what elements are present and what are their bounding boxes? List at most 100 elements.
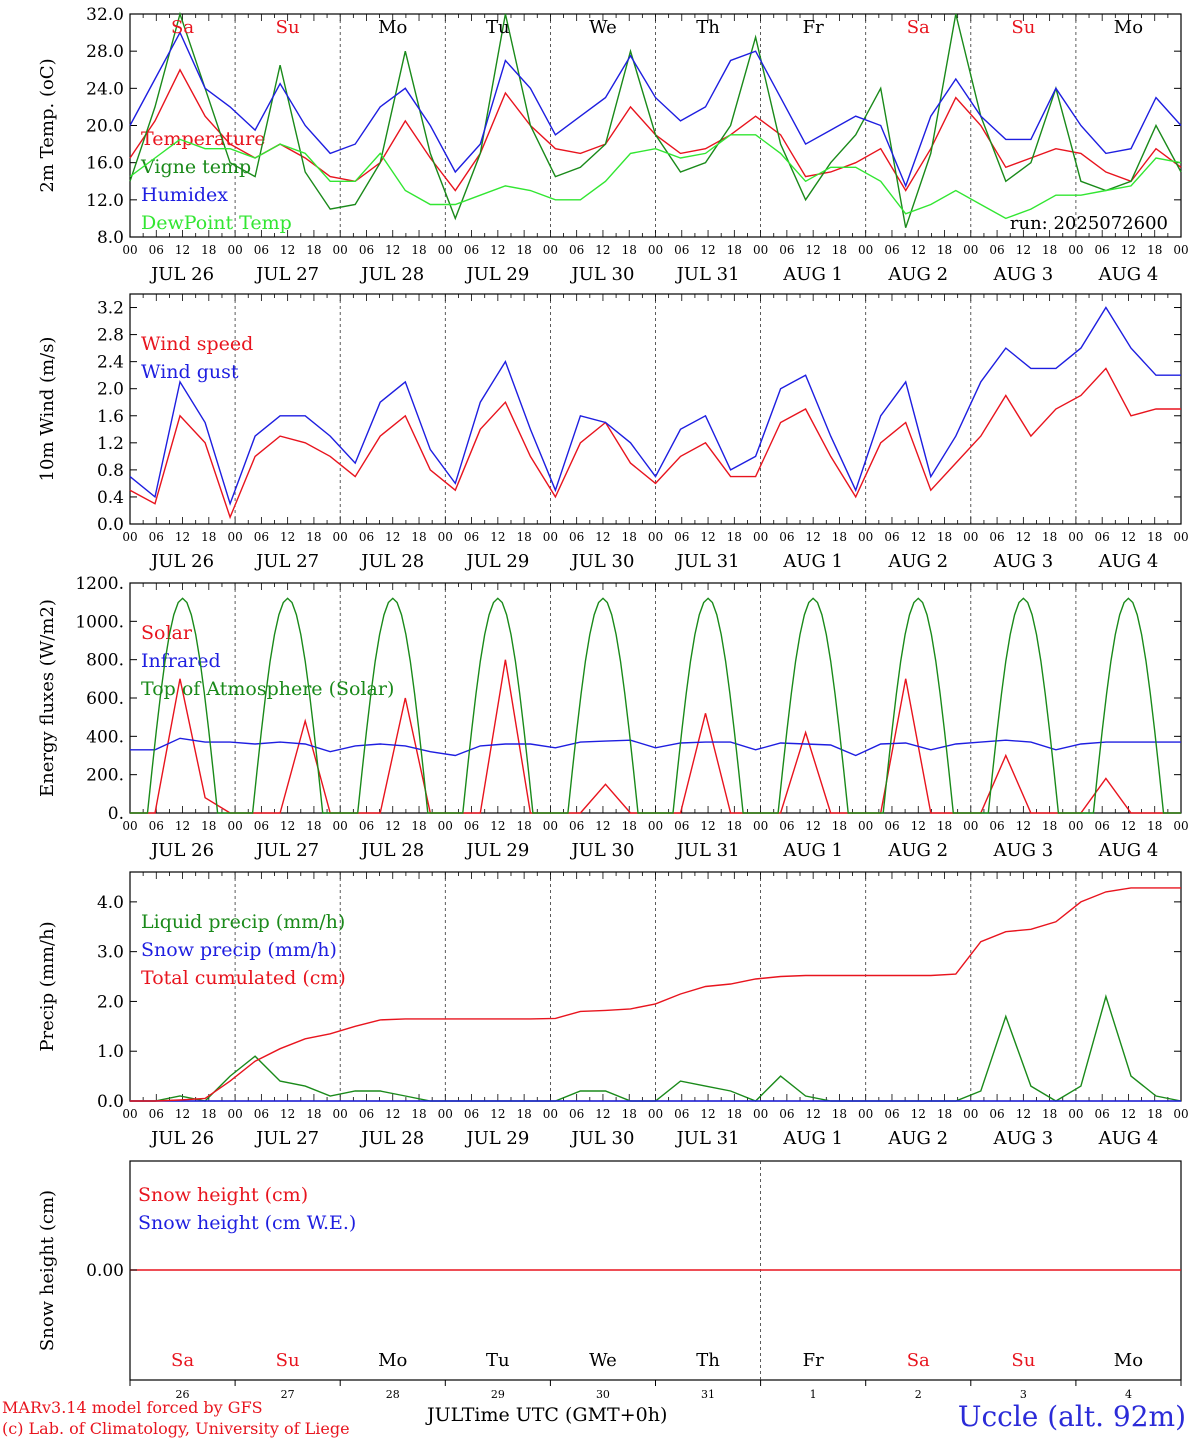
hour-tick-label: 12 [490, 530, 505, 544]
hour-tick-label: 00 [1173, 819, 1188, 833]
hour-tick-label: 06 [884, 819, 899, 833]
y-tick-label: 28.0 [86, 42, 124, 62]
hour-tick-label: 00 [227, 243, 242, 257]
y-tick-label: 2.0 [97, 992, 124, 1012]
hour-tick-label: 12 [1016, 243, 1031, 257]
hour-tick-label: 06 [464, 1107, 479, 1121]
date-label: JUL 28 [359, 840, 424, 861]
hour-tick-label: 12 [911, 243, 926, 257]
date-label: AUG 4 [1098, 1128, 1159, 1149]
hour-tick-label: 12 [595, 530, 610, 544]
hour-tick-label: 00 [648, 819, 663, 833]
hour-tick-label: 18 [727, 819, 742, 833]
hour-tick-label: 12 [490, 819, 505, 833]
hour-tick-label: 18 [727, 1107, 742, 1121]
hour-tick-label: 06 [989, 530, 1004, 544]
hour-tick-label: 18 [832, 1107, 847, 1121]
hour-tick-label: 06 [1095, 243, 1110, 257]
date-label: JUL 29 [464, 551, 529, 572]
date-label: JUL 27 [254, 840, 319, 861]
hour-tick-label: 18 [832, 819, 847, 833]
hour-tick-label: 18 [306, 530, 321, 544]
hour-tick-label: 12 [700, 1107, 715, 1121]
hour-tick-label: 06 [884, 243, 899, 257]
hour-tick-label: 00 [1068, 530, 1083, 544]
hour-tick-label: 06 [779, 1107, 794, 1121]
y-tick-label: 0.00 [86, 1261, 124, 1281]
hour-tick-label: 18 [727, 243, 742, 257]
date-label: JUL 26 [149, 840, 214, 861]
day-number: 2 [915, 1388, 922, 1401]
hour-tick-label: 12 [175, 1107, 190, 1121]
weekday-label-top: Sa [907, 17, 930, 38]
y-tick-label: 0.8 [97, 461, 124, 481]
y-tick-label: 1.6 [97, 407, 124, 427]
hour-tick-label: 00 [858, 243, 873, 257]
site-label: Uccle (alt. 92m) [957, 1400, 1186, 1433]
weekday-label: We [589, 1350, 617, 1371]
hour-tick-label: 18 [1042, 530, 1057, 544]
hour-tick-label: 18 [937, 1107, 952, 1121]
y-tick-label: 24.0 [86, 79, 124, 99]
hour-tick-label: 00 [753, 819, 768, 833]
hour-tick-label: 12 [1121, 530, 1136, 544]
y-tick-label: 16.0 [86, 154, 124, 174]
series-wind-0 [129, 367, 1181, 520]
hour-tick-label: 00 [1173, 1107, 1188, 1121]
hour-tick-label: 18 [411, 819, 426, 833]
hour-tick-label: 00 [333, 530, 348, 544]
legend-energy-0: Solar [141, 622, 193, 644]
hour-tick-label: 18 [201, 530, 216, 544]
hour-tick-label: 12 [806, 243, 821, 257]
hour-tick-label: 18 [622, 819, 637, 833]
hour-tick-label: 06 [779, 530, 794, 544]
date-label: JUL 27 [254, 264, 319, 285]
weekday-label: Sa [907, 1350, 930, 1371]
day-number: 30 [596, 1388, 610, 1401]
date-label: JUL 29 [464, 840, 529, 861]
model-credit: MARv3.14 model forced by GFS [2, 1398, 263, 1417]
y-tick-label: 8.0 [97, 228, 124, 248]
date-label: JUL 30 [569, 840, 634, 861]
date-label: AUG 4 [1098, 264, 1159, 285]
y-tick-label: 200. [86, 766, 124, 786]
date-label: JUL 28 [359, 1128, 424, 1149]
y-tick-label: 2.8 [97, 326, 124, 346]
y-tick-label: 0.0 [97, 515, 124, 535]
y-axis-label-precip: Precip (mm/h) [37, 921, 58, 1051]
legend-temp-3: DewPoint Temp [141, 212, 292, 234]
weekday-label-top: Sa [171, 17, 194, 38]
hour-tick-label: 12 [700, 819, 715, 833]
date-label: AUG 2 [887, 1128, 948, 1149]
weekday-label-top: Su [276, 17, 300, 38]
hour-tick-label: 00 [648, 530, 663, 544]
date-label: JUL 29 [464, 264, 529, 285]
hour-tick-label: 18 [306, 819, 321, 833]
hour-tick-label: 00 [648, 1107, 663, 1121]
weekday-label-top: Th [696, 17, 720, 38]
date-label: AUG 3 [992, 264, 1053, 285]
hour-tick-label: 06 [569, 1107, 584, 1121]
hour-tick-label: 00 [438, 819, 453, 833]
hour-tick-label: 00 [753, 1107, 768, 1121]
weekday-label-top: Mo [1114, 17, 1143, 38]
hour-tick-label: 00 [1068, 819, 1083, 833]
hour-tick-label: 12 [175, 530, 190, 544]
hour-tick-label: 06 [674, 1107, 689, 1121]
legend-precip-1: Snow precip (mm/h) [141, 939, 337, 961]
hour-tick-label: 00 [648, 243, 663, 257]
hour-tick-label: 12 [700, 243, 715, 257]
date-label: AUG 3 [992, 1128, 1053, 1149]
y-tick-label: 1.0 [97, 1042, 124, 1062]
weekday-label: Mo [378, 1350, 407, 1371]
hour-tick-label: 06 [464, 819, 479, 833]
hour-tick-label: 18 [1042, 819, 1057, 833]
time-axis-label: JULTime UTC (GMT+0h) [427, 1404, 668, 1426]
hour-tick-label: 06 [254, 530, 269, 544]
hour-tick-label: 06 [884, 1107, 899, 1121]
y-axis-label-energy: Energy fluxes (W/m2) [37, 599, 58, 797]
hour-tick-label: 18 [832, 243, 847, 257]
hour-tick-label: 12 [700, 530, 715, 544]
date-label: JUL 30 [569, 1128, 634, 1149]
hour-tick-label: 12 [280, 819, 295, 833]
